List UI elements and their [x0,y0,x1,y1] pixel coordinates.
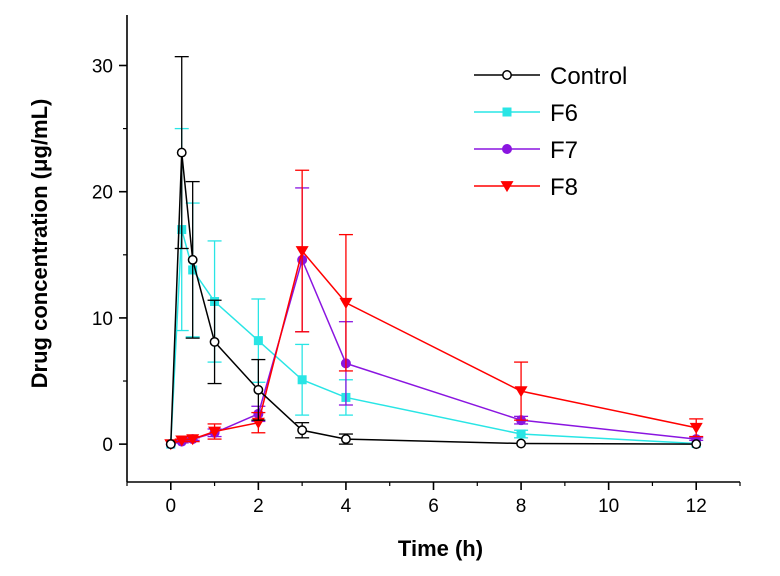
data-point-control [516,438,527,449]
data-point-f8 [295,246,309,258]
data-point-control [187,254,198,265]
data-point-control [691,439,702,450]
x-tick-label: 4 [341,496,352,517]
data-point-f8 [208,426,222,438]
data-point-f8 [339,297,353,309]
data-point-f8 [689,422,703,434]
data-point-control [297,425,308,436]
x-tick-label: 0 [165,496,176,517]
legend-marker-f7 [502,144,512,154]
ticks: 0 2 4 6 8 10 12 0 10 20 30 [92,56,741,517]
legend: Control F6 F7 F8 [474,63,627,201]
x-axis-title: Time (h) [398,536,483,561]
y-tick-label: 30 [92,56,113,77]
y-tick-label: 20 [92,183,113,204]
y-tick-label: 10 [92,309,113,330]
x-tick-label: 12 [686,496,707,517]
data-point-control [165,439,176,450]
data-point-f8 [175,435,189,447]
legend-marker-f8 [500,181,514,193]
data-point-f6 [253,336,263,346]
data-point-f6 [516,429,526,439]
x-tick-label: 8 [516,496,527,517]
y-tick-label: 0 [102,435,113,456]
data-point-f8 [186,434,200,446]
series-f7 [165,187,704,450]
legend-label-f6: F6 [550,100,578,127]
series-line-control [170,152,697,445]
data-point-control [253,384,264,395]
series-control [165,56,702,450]
y-axis-title: Drug concentration (μg/mL) [27,99,52,389]
data-point-control [340,434,351,445]
series-f8 [164,169,704,451]
data-point-f8 [514,386,528,398]
x-tick-label: 10 [598,496,619,517]
series [164,56,704,451]
legend-marker-control [502,70,512,80]
series-f6 [166,127,701,449]
legend-label-control: Control [550,63,627,90]
x-tick-label: 6 [428,496,439,517]
x-tick-label: 2 [253,496,264,517]
legend-label-f8: F8 [550,174,578,201]
data-point-f6 [297,375,307,385]
data-point-control [209,336,220,347]
data-point-control [176,147,187,158]
legend-label-f7: F7 [550,137,578,164]
legend-marker-f6 [502,107,512,117]
axes [126,15,740,483]
